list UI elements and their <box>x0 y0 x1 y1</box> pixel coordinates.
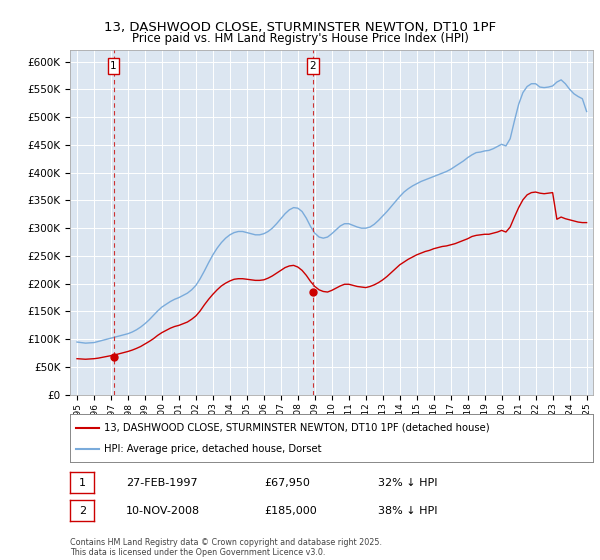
Text: 27-FEB-1997: 27-FEB-1997 <box>126 478 197 488</box>
Text: 1: 1 <box>79 478 86 488</box>
Text: 13, DASHWOOD CLOSE, STURMINSTER NEWTON, DT10 1PF (detached house): 13, DASHWOOD CLOSE, STURMINSTER NEWTON, … <box>104 423 490 433</box>
Text: 2: 2 <box>79 506 86 516</box>
Text: £185,000: £185,000 <box>264 506 317 516</box>
Text: 38% ↓ HPI: 38% ↓ HPI <box>378 506 437 516</box>
Text: 2: 2 <box>309 61 316 71</box>
Text: Price paid vs. HM Land Registry's House Price Index (HPI): Price paid vs. HM Land Registry's House … <box>131 32 469 45</box>
Text: Contains HM Land Registry data © Crown copyright and database right 2025.
This d: Contains HM Land Registry data © Crown c… <box>70 538 382 557</box>
Text: 10-NOV-2008: 10-NOV-2008 <box>126 506 200 516</box>
Text: 13, DASHWOOD CLOSE, STURMINSTER NEWTON, DT10 1PF: 13, DASHWOOD CLOSE, STURMINSTER NEWTON, … <box>104 21 496 34</box>
Text: 1: 1 <box>110 61 117 71</box>
Text: HPI: Average price, detached house, Dorset: HPI: Average price, detached house, Dors… <box>104 444 322 454</box>
Text: 32% ↓ HPI: 32% ↓ HPI <box>378 478 437 488</box>
Text: £67,950: £67,950 <box>264 478 310 488</box>
